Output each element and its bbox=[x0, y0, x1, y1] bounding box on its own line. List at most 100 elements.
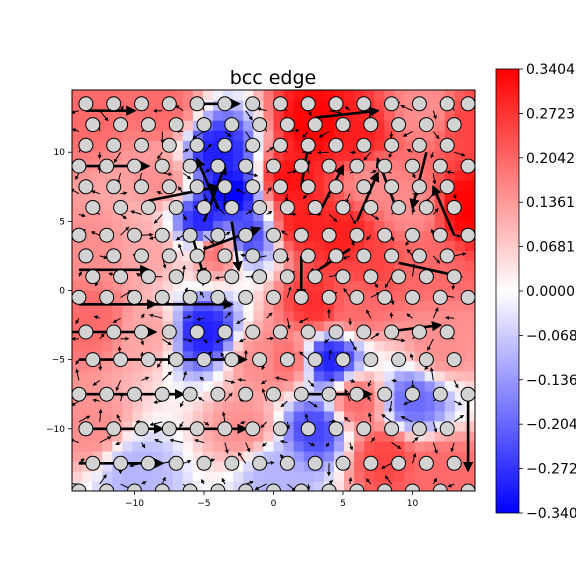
atom bbox=[300, 96, 316, 112]
heatmap-cell bbox=[384, 220, 395, 231]
heatmap-cell bbox=[475, 140, 486, 151]
heatmap-cell bbox=[354, 240, 365, 252]
small-arrow bbox=[266, 187, 272, 194]
heatmap-cell bbox=[283, 480, 295, 491]
heatmap-cell bbox=[464, 140, 475, 151]
heatmap-cell bbox=[92, 380, 103, 392]
heatmap-cell bbox=[162, 280, 174, 292]
small-arrow bbox=[432, 477, 437, 485]
small-arrow bbox=[99, 110, 109, 122]
heatmap-cell bbox=[202, 440, 214, 452]
heatmap-cell bbox=[273, 440, 285, 452]
small-arrow bbox=[245, 442, 251, 453]
heatmap-cell bbox=[132, 110, 144, 121]
heatmap-cell bbox=[444, 340, 456, 352]
small-arrow bbox=[120, 191, 128, 196]
small-arrow bbox=[389, 131, 394, 139]
small-arrow bbox=[115, 441, 121, 446]
atom bbox=[99, 289, 115, 305]
heatmap-cell bbox=[92, 130, 103, 141]
heatmap-cell bbox=[404, 90, 416, 91]
heatmap-cell bbox=[112, 90, 123, 101]
heatmap-cell bbox=[333, 90, 345, 91]
heatmap-cell bbox=[454, 300, 466, 312]
atoms bbox=[72, 96, 475, 491]
heatmap-cell bbox=[333, 130, 345, 141]
heatmap-cell bbox=[354, 370, 365, 382]
heatmap-cell bbox=[323, 130, 335, 141]
heatmap-cell bbox=[273, 210, 285, 221]
y-tick-label: −10 bbox=[46, 425, 65, 435]
atom bbox=[154, 227, 170, 243]
heatmap-cell bbox=[364, 290, 375, 302]
small-arrow bbox=[199, 376, 205, 381]
heatmap-cell bbox=[142, 210, 154, 221]
small-arrow bbox=[237, 452, 247, 464]
small-arrow bbox=[92, 379, 101, 386]
heatmap-cell bbox=[384, 210, 395, 221]
atom bbox=[335, 455, 351, 471]
heatmap-cell bbox=[404, 370, 416, 382]
heatmap-cell bbox=[263, 370, 275, 382]
heatmap-cell bbox=[293, 450, 305, 462]
heatmap-cell bbox=[142, 230, 154, 242]
heatmap-cell bbox=[283, 430, 295, 442]
small-arrow bbox=[161, 371, 172, 381]
heatmap-cell bbox=[102, 190, 113, 201]
heatmap-cell bbox=[263, 380, 275, 392]
heatmap-cell bbox=[394, 340, 406, 352]
heatmap-cell bbox=[404, 300, 416, 312]
heatmap-cell bbox=[152, 240, 164, 252]
heatmap-cell bbox=[364, 190, 375, 201]
atom bbox=[106, 324, 122, 340]
heatmap-cell bbox=[283, 330, 295, 342]
heatmap-cell bbox=[303, 410, 315, 422]
heatmap-cell bbox=[92, 370, 103, 382]
heatmap-cell bbox=[152, 440, 164, 452]
heatmap-cell bbox=[293, 270, 305, 282]
heatmap-cell bbox=[424, 420, 436, 432]
heatmap-cell bbox=[344, 180, 355, 191]
heatmap-cell bbox=[464, 410, 475, 422]
small-arrow bbox=[446, 170, 455, 175]
heatmap-cell bbox=[475, 331, 486, 342]
heatmap-cell bbox=[323, 340, 335, 352]
heatmap-cell bbox=[475, 160, 486, 171]
heatmap-cell bbox=[142, 340, 154, 352]
heatmap-cell bbox=[333, 340, 345, 352]
heatmap-cell bbox=[263, 300, 275, 312]
heatmap-cell bbox=[172, 410, 184, 422]
heatmap-cell bbox=[182, 180, 194, 191]
atom bbox=[349, 483, 365, 491]
heatmap-cell bbox=[394, 110, 406, 121]
heatmap-cell bbox=[132, 280, 144, 292]
heatmap-cell bbox=[323, 360, 335, 372]
heatmap-cell bbox=[102, 470, 113, 482]
atom bbox=[405, 289, 420, 305]
small-arrow bbox=[78, 271, 82, 277]
heatmap-cell bbox=[444, 130, 456, 141]
heatmap-cell bbox=[182, 440, 194, 452]
small-arrow bbox=[318, 131, 330, 138]
heatmap-cell bbox=[394, 430, 406, 442]
heatmap-cell bbox=[444, 300, 456, 312]
heatmap-cell bbox=[313, 110, 325, 121]
heatmap-cell bbox=[293, 120, 305, 131]
heatmap-cell bbox=[344, 330, 355, 342]
atom bbox=[307, 455, 323, 471]
heatmap-cell bbox=[344, 150, 355, 161]
atom bbox=[168, 117, 184, 133]
atom bbox=[182, 227, 198, 243]
heatmap-cell bbox=[303, 370, 315, 382]
small-arrow bbox=[90, 231, 100, 236]
small-arrow bbox=[384, 475, 392, 485]
heatmap-cell bbox=[303, 450, 315, 462]
heatmap-cell bbox=[424, 440, 436, 452]
heatmap-cell bbox=[454, 440, 466, 452]
heatmap-cell bbox=[253, 400, 265, 412]
heatmap-cell bbox=[132, 190, 144, 201]
small-arrow bbox=[214, 275, 225, 280]
heatmap-cell bbox=[223, 410, 234, 422]
heatmap-cell bbox=[404, 110, 416, 121]
atom bbox=[391, 455, 407, 471]
